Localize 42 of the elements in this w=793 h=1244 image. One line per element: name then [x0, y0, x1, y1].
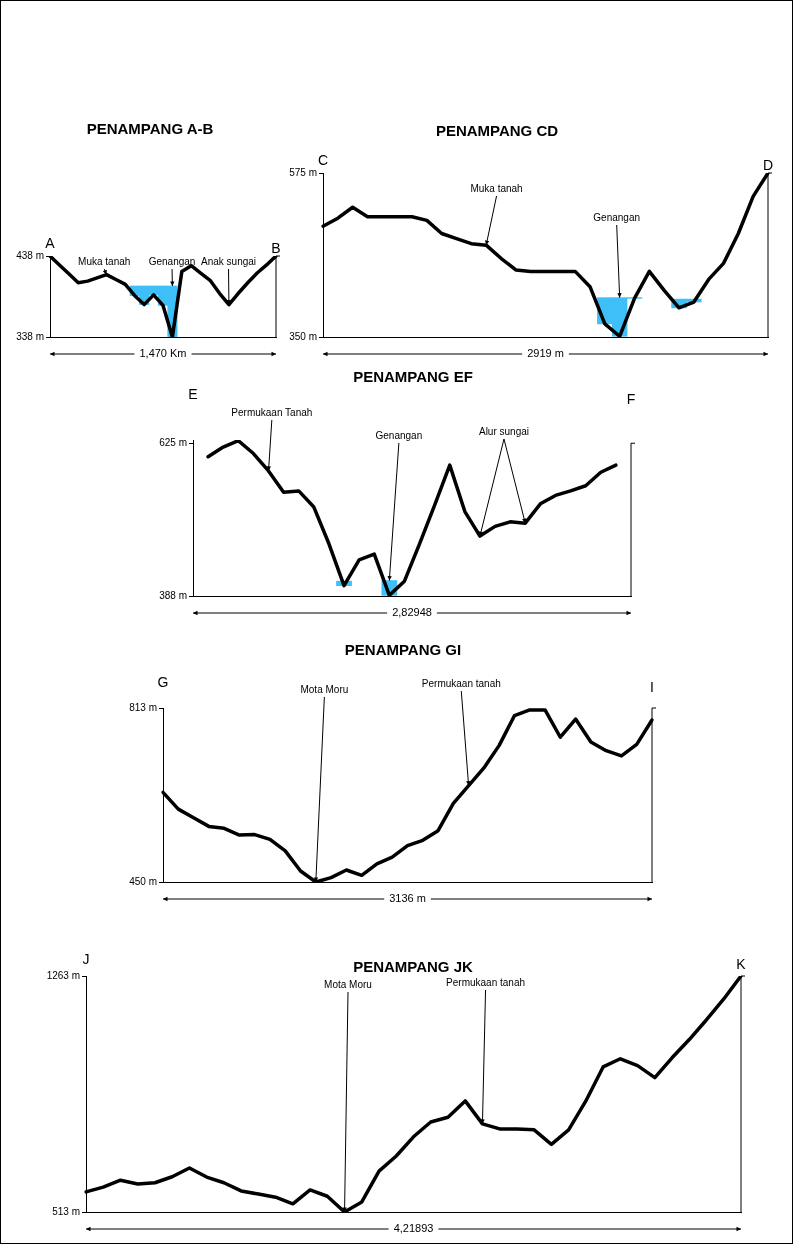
annotation: Anak sungai: [201, 255, 257, 267]
y-tick-label: 338 m: [16, 330, 44, 342]
text: Mota Moru: [300, 683, 349, 695]
text: K: [736, 955, 747, 972]
annotation: Genangan: [148, 255, 196, 267]
text: G: [157, 673, 169, 690]
y-tick-label: 813 m: [129, 701, 157, 713]
chart-title: PENAMPANG JK: [353, 958, 473, 975]
chart-title: PENAMPANG CD: [435, 122, 559, 139]
text: A: [45, 234, 56, 251]
annotation: Mota Moru: [324, 978, 372, 990]
text: E: [188, 385, 198, 402]
text: I: [650, 678, 654, 695]
annotation: Genangan: [593, 211, 641, 223]
chart-title: PENAMPANG A-B: [86, 120, 214, 137]
y-tick-label: 450 m: [129, 875, 157, 887]
x-axis-title: 2919 m: [527, 347, 564, 360]
y-tick-label: 438 m: [16, 249, 44, 261]
x-axis-title: 3136 m: [389, 892, 426, 905]
chart-title: PENAMPANG GI: [344, 641, 462, 658]
text: Permukaan Tanah: [231, 406, 313, 418]
text: F: [626, 390, 636, 407]
y-tick-label: 388 m: [159, 589, 187, 601]
x-axis-title: 4,21893: [393, 1222, 434, 1235]
x-axis-title: 1,470 Km: [139, 347, 187, 360]
y-tick-label: 625 m: [159, 436, 187, 448]
y-tick-label: 350 m: [289, 330, 317, 342]
annotation: Permukaan tanah: [446, 976, 526, 988]
annotation: Muka tanah: [78, 255, 131, 267]
annotation: Muka tanah: [470, 182, 523, 194]
text: C: [317, 151, 329, 168]
text: Permukaan tanah: [421, 677, 501, 689]
y-tick-label: 513 m: [52, 1205, 80, 1217]
y-tick-label: 1263 m: [46, 969, 80, 981]
chart-title: PENAMPANG EF: [353, 368, 473, 385]
text: D: [762, 156, 774, 173]
annotation: Genangan: [375, 429, 423, 441]
text: J: [82, 950, 90, 967]
text: B: [271, 239, 281, 256]
text: Alur sungai: [478, 425, 529, 437]
y-tick-label: 575 m: [289, 166, 317, 178]
x-axis-title: 2,82948: [392, 606, 432, 619]
